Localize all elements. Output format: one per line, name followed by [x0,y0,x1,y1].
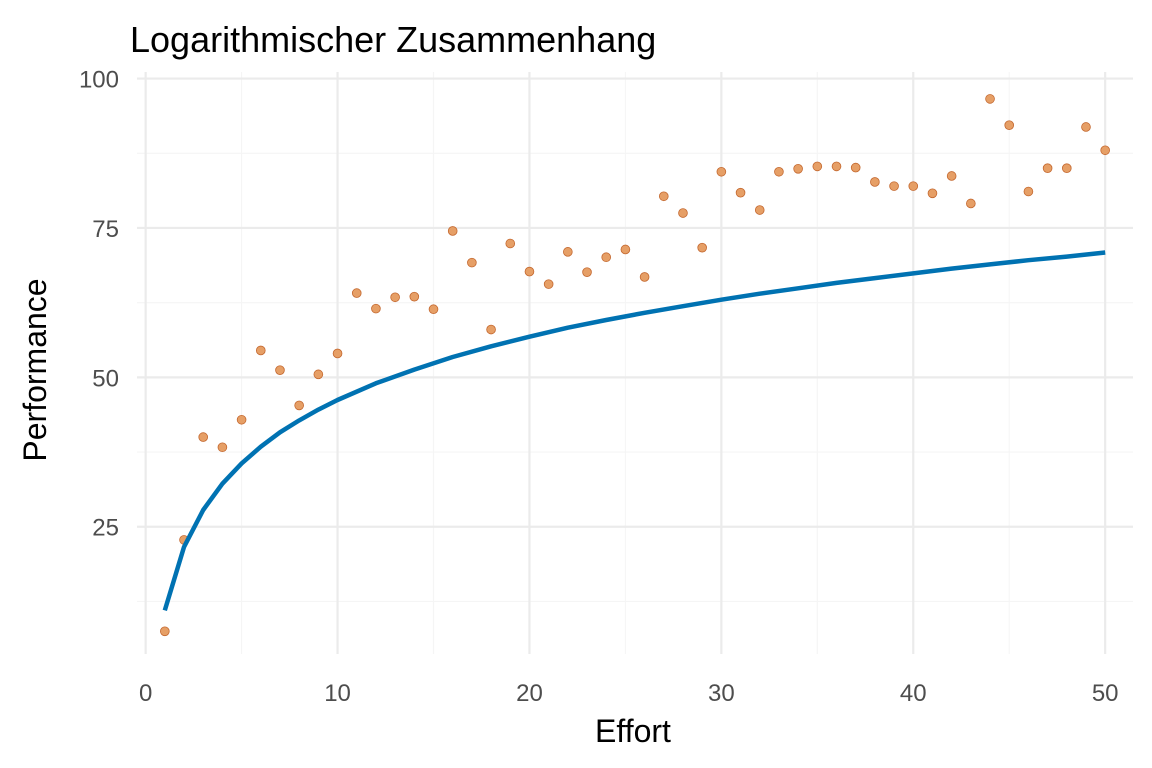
y-tick-label: 25 [92,515,119,542]
data-point [236,414,247,425]
y-tick-label: 100 [79,67,119,94]
data-point [908,181,919,191]
data-point [678,208,688,218]
data-point [371,303,381,314]
chart-title: Logarithmischer Zusammenhang [130,19,656,60]
data-point [946,171,957,181]
data-point [505,238,516,249]
data-point [716,166,727,177]
y-tick-label: 75 [92,216,119,243]
data-point [332,348,343,359]
data-point [447,226,458,236]
grid-minor [137,72,1133,654]
data-point [658,191,669,202]
data-point [409,291,420,302]
y-tick-labels: 25 50 75 100 [79,67,119,542]
fit-line [162,250,1106,612]
x-tick-labels: 0 10 20 30 40 50 [139,680,1119,707]
x-tick-label: 20 [516,680,543,707]
data-point [467,257,477,268]
y-axis-title: Performance [17,278,53,461]
data-point [831,161,842,172]
data-point [850,162,861,173]
data-point [985,94,995,104]
data-point [275,365,285,375]
data-point [1081,122,1091,132]
y-tick-label: 50 [92,365,119,392]
x-tick-label: 40 [900,680,927,707]
data-point [582,267,592,277]
data-point [889,181,899,191]
data-point [294,400,304,411]
x-tick-label: 0 [139,680,152,707]
data-point [966,198,976,209]
data-point [754,205,765,215]
data-point [543,279,554,289]
x-tick-label: 50 [1092,680,1119,707]
data-points [160,94,1110,637]
x-axis-title: Effort [595,713,671,749]
x-tick-label: 30 [708,680,735,707]
data-point [428,304,439,315]
data-point [390,292,400,303]
data-point [351,288,362,298]
x-tick-label: 10 [324,680,351,707]
data-point [524,266,535,277]
data-point [793,164,803,174]
data-point [697,242,707,253]
data-point [639,272,650,282]
data-point [1042,163,1053,174]
data-point [486,324,496,335]
data-point [620,244,631,255]
data-point [927,188,938,199]
data-point [774,166,784,177]
data-point [1004,120,1015,130]
data-point [198,432,209,442]
data-point [601,252,612,263]
data-point [217,442,228,453]
data-point [1061,163,1072,174]
data-point [870,177,880,187]
fit-line-group [162,250,1106,612]
data-point [1023,186,1034,197]
grid-major [137,72,1133,654]
data-point [313,369,324,380]
data-point [563,247,573,257]
data-point [255,345,266,356]
data-point [160,626,170,637]
data-point [812,161,823,172]
data-point [1100,145,1110,156]
data-point [735,187,746,198]
